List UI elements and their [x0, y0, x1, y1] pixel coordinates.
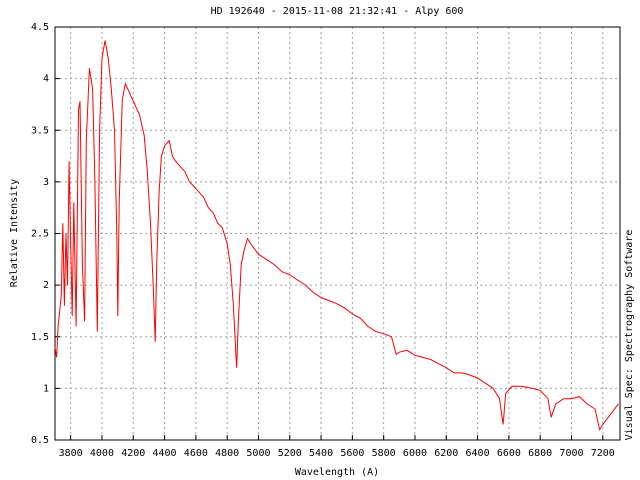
x-tick-label: 5000 [246, 448, 270, 459]
x-tick-label: 6600 [497, 448, 521, 459]
x-tick-label: 4000 [90, 448, 114, 459]
y-tick-label: 2 [43, 280, 49, 291]
y-tick-label: 4 [43, 74, 49, 85]
x-tick-label: 5600 [340, 448, 364, 459]
x-tick-label: 4800 [215, 448, 239, 459]
y-tick-label: 3.5 [31, 125, 49, 136]
y-tick-label: 0.5 [31, 435, 49, 446]
x-tick-label: 7200 [591, 448, 615, 459]
x-tick-label: 4600 [184, 448, 208, 459]
side-note: Visual Spec: Spectrography Software [624, 230, 635, 441]
x-tick-label: 5800 [372, 448, 396, 459]
spectrum-line [54, 40, 619, 432]
x-axis-label: Wavelength (A) [295, 467, 379, 478]
y-tick-label: 4.5 [31, 22, 49, 33]
y-tick-label: 1 [43, 383, 49, 394]
chart-title: HD 192640 - 2015-11-08 21:32:41 - Alpy 6… [211, 6, 464, 17]
x-tick-label: 6800 [528, 448, 552, 459]
x-tick-label: 6400 [466, 448, 490, 459]
x-tick-label: 4400 [153, 448, 177, 459]
y-tick-label: 2.5 [31, 229, 49, 240]
y-axis-label: Relative Intensity [9, 179, 20, 287]
x-tick-label: 6200 [434, 448, 458, 459]
y-tick-label: 1.5 [31, 332, 49, 343]
x-tick-label: 5400 [309, 448, 333, 459]
plot-frame [54, 26, 621, 441]
x-tick-label: 5200 [278, 448, 302, 459]
x-tick-label: 4200 [121, 448, 145, 459]
x-tick-label: 3800 [59, 448, 83, 459]
y-tick-label: 3 [43, 177, 49, 188]
x-tick-label: 6000 [403, 448, 427, 459]
x-tick-label: 7000 [559, 448, 583, 459]
